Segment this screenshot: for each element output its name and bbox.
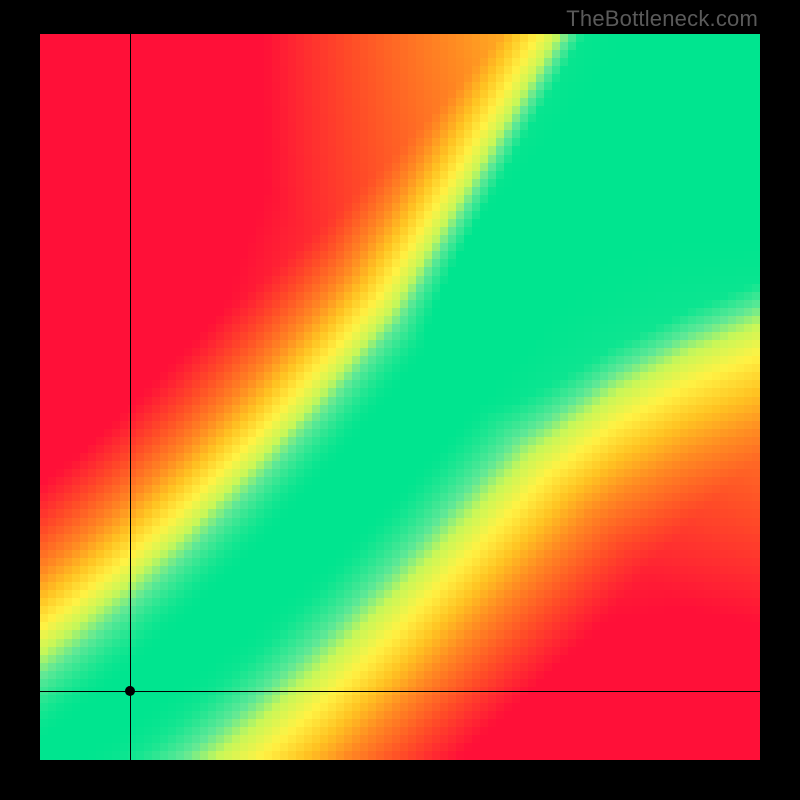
heatmap-canvas <box>40 34 760 760</box>
watermark-text: TheBottleneck.com <box>566 6 758 32</box>
plot-area <box>40 34 760 760</box>
chart-container: TheBottleneck.com <box>0 0 800 800</box>
